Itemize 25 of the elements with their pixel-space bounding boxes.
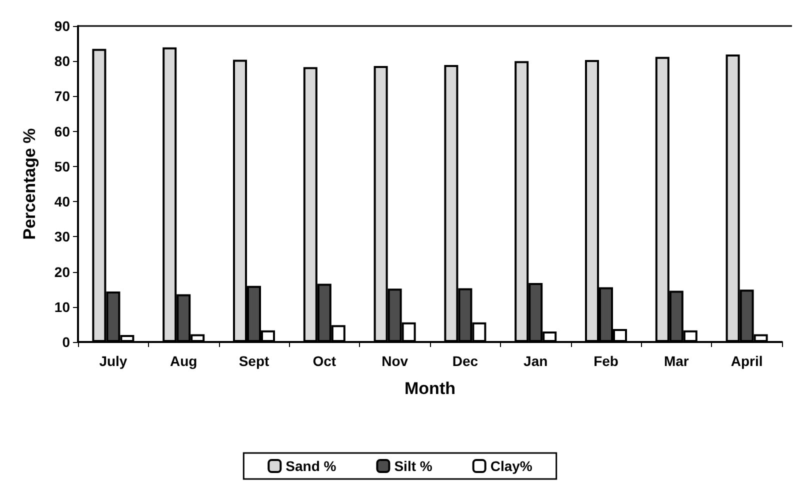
legend-label: Silt %	[394, 458, 433, 474]
y-tick-label: 20	[54, 264, 70, 280]
y-tick-label: 80	[54, 53, 70, 70]
x-tick-label: Jan	[524, 353, 548, 369]
y-tick-label: 0	[62, 334, 70, 350]
y-tick-label: 70	[54, 88, 70, 104]
y-tick-label: 30	[54, 228, 70, 245]
y-tick-label: 50	[54, 158, 70, 174]
x-tick-label: Dec	[452, 353, 478, 369]
x-tick-label: Oct	[312, 353, 336, 369]
legend-label: Clay%	[490, 458, 533, 474]
x-tick-label: Nov	[382, 353, 408, 369]
x-tick-label: July	[99, 353, 128, 369]
y-tick-label: 90	[54, 18, 70, 34]
x-tick-label: Feb	[594, 353, 618, 369]
y-tick-label: 10	[54, 298, 70, 315]
x-tick-label: April	[730, 353, 763, 369]
x-tick-label: Aug	[170, 353, 198, 369]
x-tick-label: Mar	[664, 353, 690, 369]
x-tick-label: Sept	[238, 353, 270, 369]
y-axis-title: Percentage %	[20, 128, 39, 240]
y-tick-label: 60	[54, 123, 70, 140]
legend-label: Sand %	[286, 458, 337, 474]
x-axis-title: Month	[404, 379, 456, 398]
y-tick-label: 40	[54, 194, 70, 210]
